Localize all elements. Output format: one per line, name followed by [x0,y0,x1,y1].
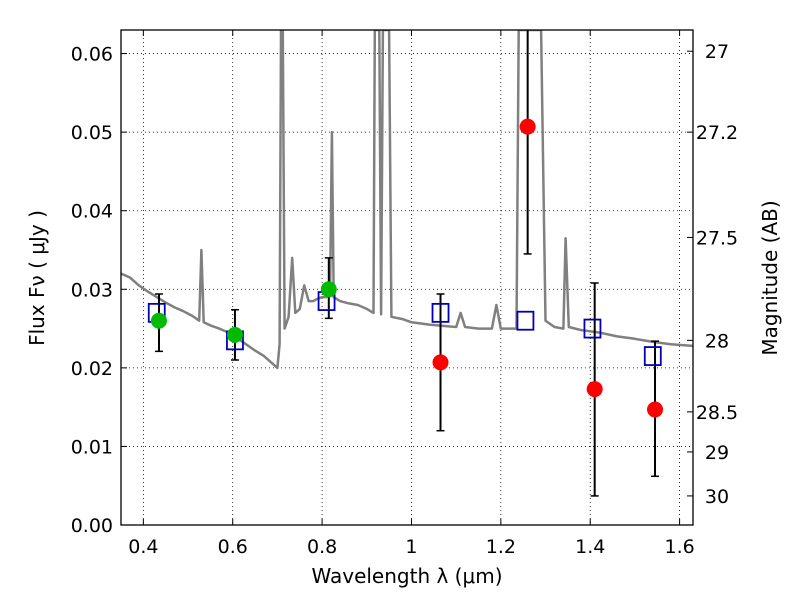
x-tick-label: 1.2 [486,536,516,558]
ticks [121,30,693,526]
model-spectrum-line [121,30,693,370]
y-tick-label: 0.02 [71,358,113,380]
markers [147,118,664,418]
right-tick-labels: 27 27.2 27.5 28 28.5 29 30 [696,41,738,508]
plot-frame [120,29,694,526]
observed-flux-point [320,281,337,298]
observed-flux-point [150,312,167,329]
x-axis-label: Wavelength λ (μm) [311,564,502,588]
y-tick-label: 0.05 [71,122,113,144]
model-photometry-point [643,346,662,366]
y-tick-label: 0.03 [71,279,113,301]
model-photometry-point [583,318,602,339]
plot-background [121,30,693,525]
right-tick-label: 28.5 [696,402,738,424]
observed-flux-point [226,326,243,343]
right-axis-label: Magnitude (AB) [758,200,782,355]
y-tick-label: 0.06 [71,44,113,66]
observed-flux-point [519,118,536,135]
x-tick-label: 0.8 [307,536,337,558]
x-tick-labels: 0.4 0.6 0.8 1 1.2 1.4 1.6 [128,536,694,558]
observed-flux-point [647,401,664,418]
observed-flux-point [432,354,449,371]
x-tick-label: 1 [405,536,417,558]
right-tick-label: 29 [705,442,729,464]
x-tick-label: 1.4 [575,536,605,558]
right-tick-label: 27.5 [696,227,738,249]
right-tick-label: 27.2 [696,122,738,144]
model-photometry-point [431,302,450,323]
x-tick-label: 0.4 [128,536,158,558]
model-photometry-point [516,310,535,331]
y-tick-label: 0.00 [71,515,113,537]
y-tick-labels: 0.00 0.01 0.02 0.03 0.04 0.05 0.06 [71,44,113,537]
right-tick-label: 27 [705,41,729,63]
x-tick-label: 0.6 [218,536,248,558]
y-axis-label: Flux Fν ( μJy ) [25,210,49,346]
y-tick-label: 0.04 [71,201,113,223]
plot-area [121,30,693,370]
right-tick-label: 30 [705,486,729,508]
right-tick-label: 28 [705,330,729,352]
y-tick-label: 0.01 [71,436,113,458]
observed-flux-point [586,381,603,398]
x-tick-label: 1.6 [664,536,694,558]
